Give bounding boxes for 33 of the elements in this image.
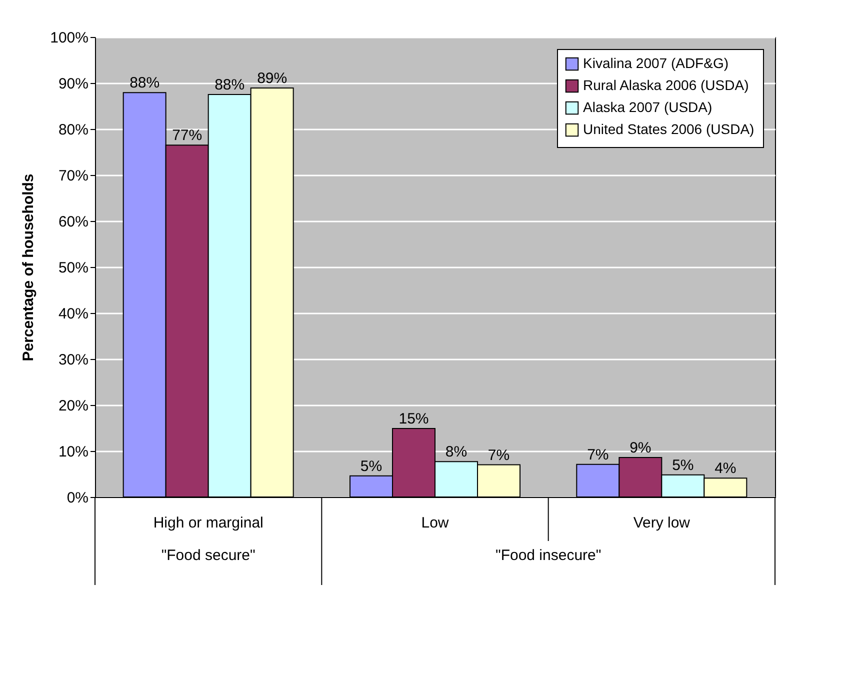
x-tick-label: High or marginal: [153, 514, 264, 532]
data-label: 77%: [172, 127, 202, 144]
data-label: 88%: [130, 74, 160, 92]
data-label: 7%: [488, 446, 510, 464]
y-tick-label: 40%: [58, 306, 88, 322]
x-tick-label: Very low: [633, 514, 690, 532]
y-tick-label: 90%: [58, 76, 88, 92]
data-label: 15%: [398, 410, 429, 428]
data-label: 89%: [257, 70, 288, 88]
y-tick-label: 0%: [66, 490, 88, 506]
data-label: 7%: [587, 446, 609, 464]
data-label: 4%: [714, 460, 736, 478]
y-tick-label: 60%: [58, 214, 88, 230]
y-tick-label: 80%: [58, 122, 88, 138]
legend-label: United States 2006 (USDA): [583, 121, 754, 137]
y-tick-label: 50%: [58, 260, 88, 276]
y-tick-label: 20%: [58, 398, 88, 414]
y-tick-label: 100%: [50, 30, 88, 46]
legend-label: Kivalina 2007 (ADF&G): [583, 55, 729, 71]
data-label: 8%: [445, 444, 468, 461]
text: "Food secure": [161, 547, 256, 564]
y-tick-label: 30%: [58, 352, 88, 368]
data-label: 88%: [214, 76, 245, 94]
legend-label: Alaska 2007 (USDA): [583, 99, 712, 115]
legend-label: Rural Alaska 2006 (USDA): [583, 77, 749, 93]
text: "Food insecure": [495, 547, 602, 564]
y-axis-title: Percentage of households: [20, 174, 38, 362]
y-tick-label: 70%: [58, 168, 88, 184]
data-label: 9%: [630, 439, 652, 456]
y-tick-label: 10%: [58, 444, 88, 460]
x-tick-label: Low: [421, 514, 449, 532]
data-label: 5%: [360, 458, 382, 475]
data-label: 5%: [672, 456, 694, 474]
